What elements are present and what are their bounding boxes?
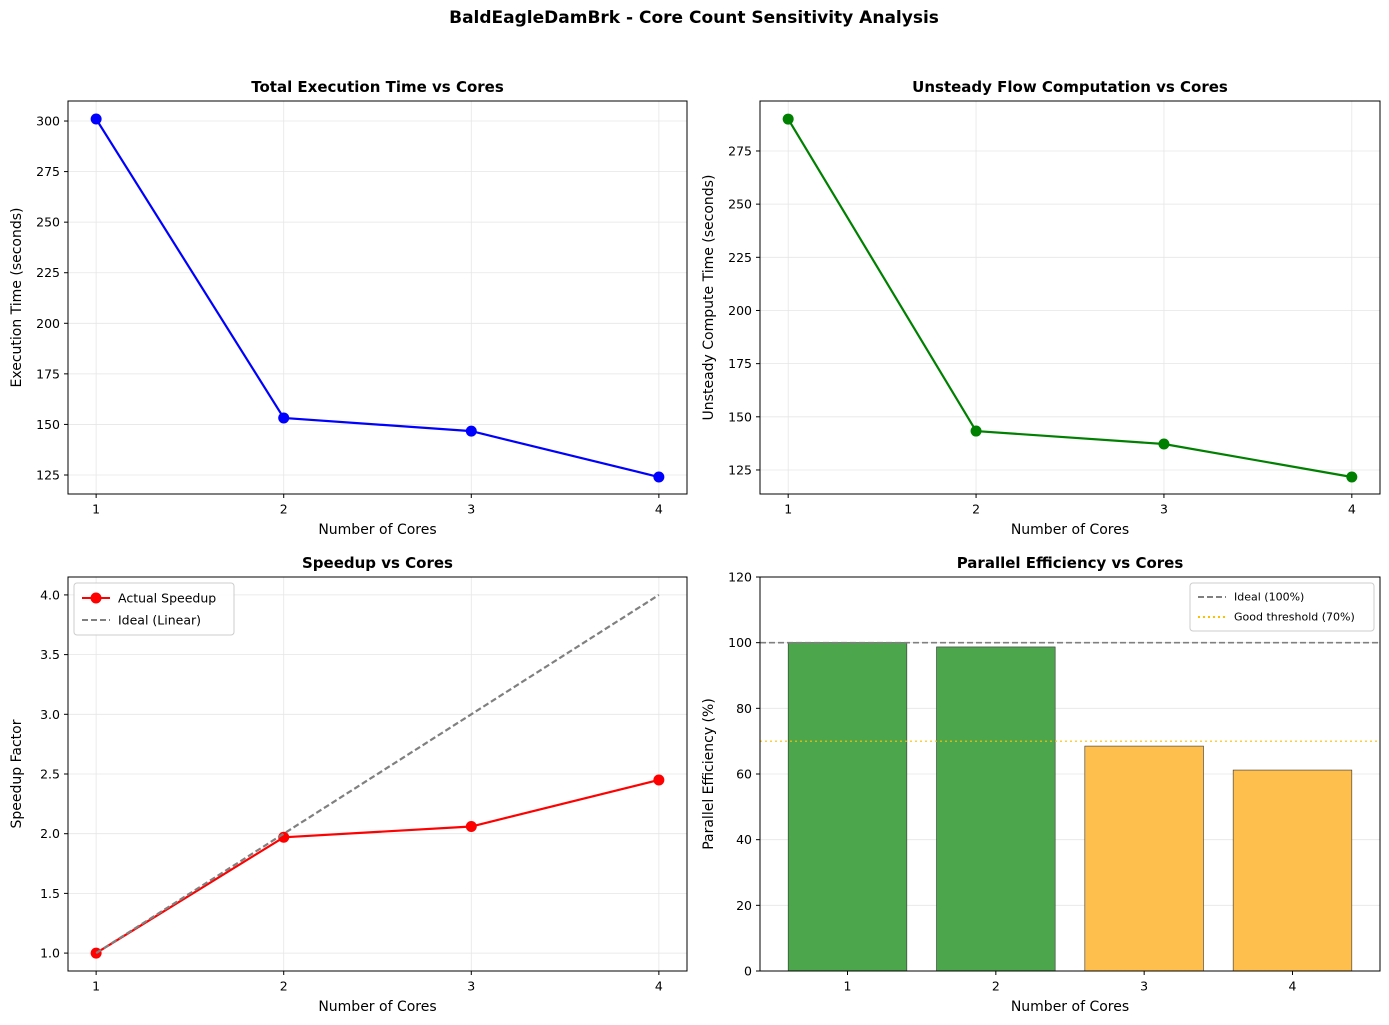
marker xyxy=(90,113,102,125)
y-tick-label: 120 xyxy=(728,570,752,585)
y-tick-label: 60 xyxy=(736,767,752,782)
marker xyxy=(278,412,290,424)
x-tick-label: 1 xyxy=(844,979,852,994)
marker xyxy=(465,425,477,437)
y-axis-label: Speedup Factor xyxy=(9,719,25,828)
y-tick-label: 150 xyxy=(36,417,60,432)
subplot-title: Parallel Efficiency vs Cores xyxy=(957,554,1184,572)
legend-label: Ideal (Linear) xyxy=(118,613,201,628)
axes-frame xyxy=(759,100,1381,495)
line xyxy=(787,118,1353,479)
y-tick-label: 3.5 xyxy=(40,647,60,662)
marker xyxy=(970,425,982,437)
y-tick-label: 0 xyxy=(744,964,752,979)
subplot-title: Unsteady Flow Computation vs Cores xyxy=(912,78,1228,96)
x-tick-label: 4 xyxy=(655,979,663,994)
x-tick-label: 3 xyxy=(1160,502,1168,517)
legend-marker xyxy=(90,592,102,604)
marker xyxy=(465,821,477,833)
y-tick-label: 1.0 xyxy=(40,946,60,961)
subplot-title: Total Execution Time vs Cores xyxy=(251,78,504,96)
x-axis-label: Number of Cores xyxy=(1011,999,1129,1015)
y-tick-label: 275 xyxy=(728,143,752,158)
bar xyxy=(1084,745,1204,972)
line xyxy=(95,118,660,479)
x-tick-label: 4 xyxy=(1348,502,1356,517)
y-tick-label: 100 xyxy=(728,635,752,650)
x-tick-label: 2 xyxy=(280,979,288,994)
y-tick-label: 125 xyxy=(728,462,752,477)
figure-title: BaldEagleDamBrk - Core Count Sensitivity… xyxy=(449,8,939,28)
y-tick-label: 175 xyxy=(36,366,60,381)
legend-label: Actual Speedup xyxy=(118,591,216,606)
y-tick-label: 20 xyxy=(736,898,752,913)
y-axis-label: Unsteady Compute Time (seconds) xyxy=(701,175,717,421)
x-tick-label: 1 xyxy=(92,502,100,517)
axes-frame xyxy=(759,576,1381,972)
y-tick-label: 175 xyxy=(728,356,752,371)
x-axis-label: Number of Cores xyxy=(318,522,436,538)
y-axis-label: Parallel Efficiency (%) xyxy=(701,698,717,850)
y-tick-label: 125 xyxy=(36,467,60,482)
legend-box xyxy=(73,582,235,636)
marker xyxy=(653,774,665,786)
y-tick-label: 250 xyxy=(36,215,60,230)
y-tick-label: 4.0 xyxy=(40,587,60,602)
x-tick-label: 3 xyxy=(467,979,475,994)
x-tick-label: 4 xyxy=(1289,979,1297,994)
axes-frame xyxy=(67,576,688,972)
bar xyxy=(936,646,1056,972)
y-tick-label: 80 xyxy=(736,701,752,716)
x-tick-label: 1 xyxy=(92,979,100,994)
x-axis-label: Number of Cores xyxy=(318,999,436,1015)
marker xyxy=(1346,471,1358,483)
line xyxy=(95,593,660,955)
y-tick-label: 275 xyxy=(36,164,60,179)
x-tick-label: 3 xyxy=(1140,979,1148,994)
marker xyxy=(782,113,794,125)
marker xyxy=(653,471,665,483)
bar xyxy=(1232,769,1353,972)
line xyxy=(95,778,660,955)
bar xyxy=(787,642,908,972)
x-tick-label: 2 xyxy=(972,502,980,517)
y-tick-label: 40 xyxy=(736,832,752,847)
y-tick-label: 200 xyxy=(36,316,60,331)
legend-label: Good threshold (70%) xyxy=(1234,611,1355,624)
x-tick-label: 3 xyxy=(467,502,475,517)
y-tick-label: 1.5 xyxy=(40,886,60,901)
x-tick-label: 2 xyxy=(280,502,288,517)
axes-frame xyxy=(67,100,688,495)
y-axis-label: Execution Time (seconds) xyxy=(9,207,25,387)
y-tick-label: 2.0 xyxy=(40,826,60,841)
subplot-title: Speedup vs Cores xyxy=(302,554,453,572)
marker xyxy=(1158,438,1170,450)
y-tick-label: 225 xyxy=(728,250,752,265)
y-tick-label: 3.0 xyxy=(40,707,60,722)
legend-label: Ideal (100%) xyxy=(1234,591,1304,604)
y-tick-label: 225 xyxy=(36,265,60,280)
x-tick-label: 1 xyxy=(784,502,792,517)
y-tick-label: 150 xyxy=(728,409,752,424)
x-axis-label: Number of Cores xyxy=(1011,522,1129,538)
y-tick-label: 200 xyxy=(728,303,752,318)
legend-box xyxy=(1189,582,1375,632)
x-tick-label: 2 xyxy=(992,979,1000,994)
y-tick-label: 300 xyxy=(36,114,60,129)
y-tick-label: 250 xyxy=(728,197,752,212)
y-tick-label: 2.5 xyxy=(40,767,60,782)
x-tick-label: 4 xyxy=(655,502,663,517)
